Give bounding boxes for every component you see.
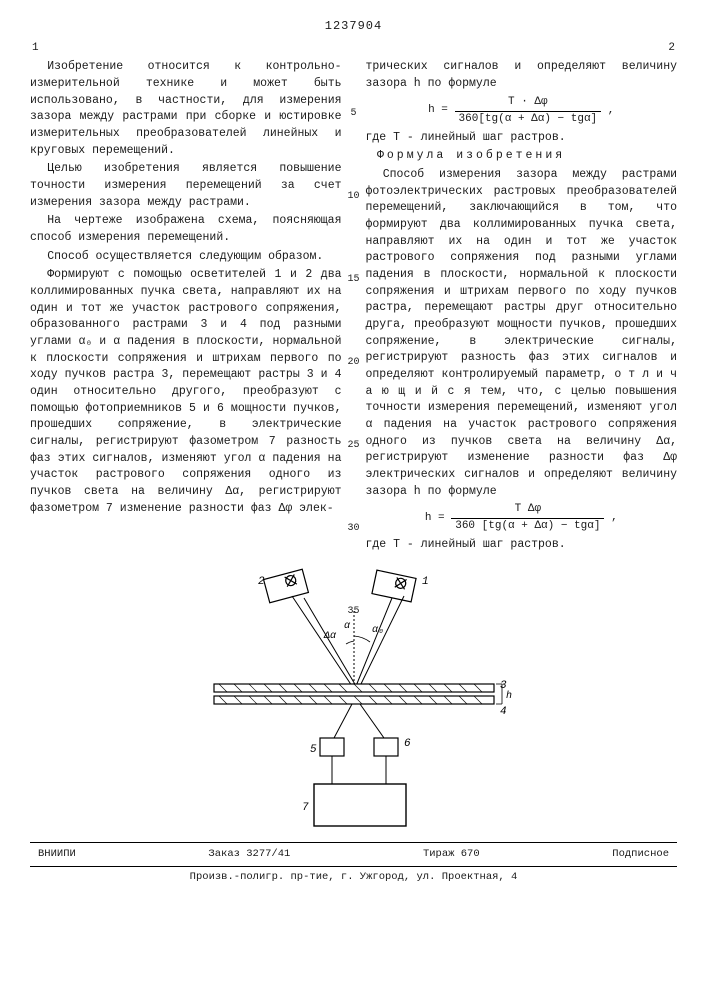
body-text: Изобретение относится к контрольно-измер…: [30, 59, 342, 159]
footer-sign: Подписное: [612, 847, 669, 862]
col-right-number: 2: [668, 41, 675, 57]
formula-denominator: 360[tg(α + Δα) − tgα]: [455, 111, 602, 128]
diagram-label-4: 4: [500, 706, 507, 718]
diagram-label-5: 5: [310, 744, 317, 756]
diagram-label-2: 2: [258, 576, 265, 588]
footer-org: ВНИИПИ: [38, 847, 76, 862]
formula: h = T Δφ 360 [tg(α + Δα) − tgα] ,: [366, 502, 678, 535]
left-column: Изобретение относится к контрольно-измер…: [30, 59, 342, 556]
diagram-label-h: h: [506, 690, 512, 702]
diagram-angle-label: Δα: [323, 631, 337, 642]
formula-denominator: 360 [tg(α + Δα) − tgα]: [451, 518, 604, 535]
body-text: где T - линейный шаг растров.: [366, 537, 678, 554]
footer: ВНИИПИ Заказ 3277/41 Тираж 670 Подписное…: [30, 842, 677, 885]
formula-numerator: T Δφ: [515, 503, 541, 515]
body-text: Способ измерения зазора между растрами ф…: [366, 167, 678, 500]
diagram-label-7: 7: [302, 802, 309, 814]
body-text: На чертеже изображена схема, поясняющая …: [30, 213, 342, 246]
claims-heading: Формула изобретения: [366, 148, 678, 165]
footer-tiraz: Тираж 670: [423, 847, 480, 862]
footer-order: Заказ 3277/41: [208, 847, 290, 862]
body-text: трических сигналов и определяют величину…: [366, 59, 678, 92]
doc-number: 1237904: [30, 18, 677, 35]
col-left-number: 1: [32, 41, 39, 57]
diagram-angle-label: α: [344, 621, 351, 632]
diagram-label-1: 1: [422, 576, 429, 588]
body-text: где T - линейный шаг растров.: [366, 130, 678, 147]
diagram-angle-label: α₀: [372, 625, 384, 636]
right-column: трических сигналов и определяют величину…: [366, 59, 678, 556]
formula: h = T · Δφ 360[tg(α + Δα) − tgα] ,: [366, 95, 678, 128]
formula-numerator: T · Δφ: [508, 96, 548, 108]
body-text: Формируют с помощью осветителей 1 и 2 дв…: [30, 267, 342, 517]
footer-address: Произв.-полигр. пр-тие, г. Ужгород, ул. …: [30, 866, 677, 885]
body-text: Способ осуществляется следующим образом.: [30, 249, 342, 266]
body-text: Целью изобретения является повышение точ…: [30, 161, 342, 211]
diagram-label-6: 6: [404, 738, 411, 750]
